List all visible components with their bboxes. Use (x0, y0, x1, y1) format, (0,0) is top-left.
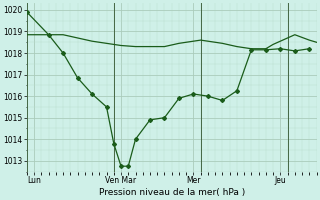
X-axis label: Pression niveau de la mer( hPa ): Pression niveau de la mer( hPa ) (99, 188, 245, 197)
